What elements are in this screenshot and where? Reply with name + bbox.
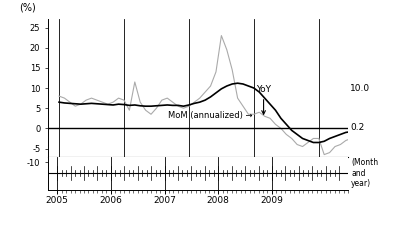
Text: YoY: YoY [256,85,271,114]
Text: (%): (%) [20,3,36,13]
Text: 0.2: 0.2 [350,123,364,132]
Text: MoM (annualized) →: MoM (annualized) → [168,111,252,120]
Text: (Month
and
year): (Month and year) [351,158,378,188]
Text: 10.0: 10.0 [350,84,370,93]
